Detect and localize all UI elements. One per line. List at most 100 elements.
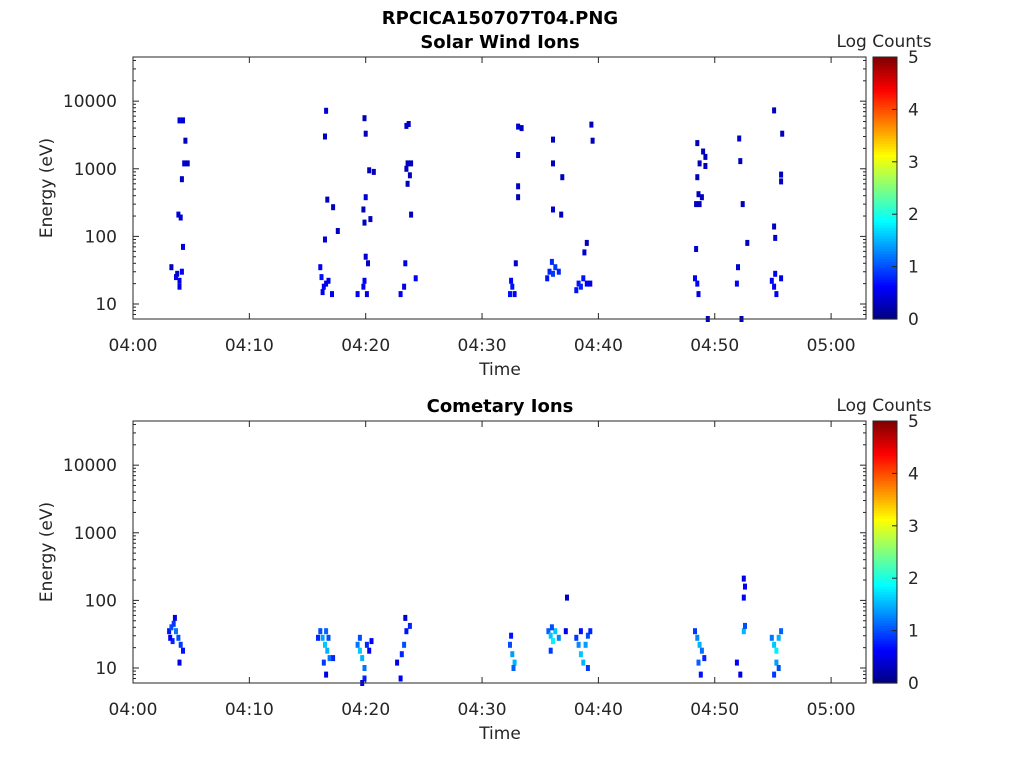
colorbar-segment	[873, 502, 897, 506]
colorbar-tick-label: 1	[908, 258, 919, 278]
heatmap-cell	[578, 283, 583, 290]
heatmap-cell	[740, 201, 745, 208]
heatmap-cell	[516, 123, 521, 130]
heatmap-cell	[357, 647, 362, 654]
heatmap-cell	[326, 634, 331, 641]
colorbar-segment	[873, 449, 897, 454]
colorbar-segment	[873, 638, 897, 642]
colorbar-tick-label: 0	[908, 674, 919, 694]
colorbar-segment	[873, 478, 897, 482]
heatmap-cell	[776, 665, 781, 671]
colorbar-segment	[873, 525, 897, 530]
colorbar-segment	[873, 510, 897, 514]
colorbar-segment	[873, 177, 897, 181]
colorbar-segment	[873, 119, 897, 124]
colorbar-segment	[873, 515, 897, 519]
colorbar-segment	[873, 261, 897, 265]
heatmap-cell	[402, 641, 407, 648]
colorbar-segment	[873, 308, 897, 312]
heatmap-cell	[560, 174, 565, 181]
colorbar-segment	[873, 240, 897, 244]
heatmap-cell	[581, 275, 586, 282]
heatmap-cell	[516, 194, 521, 201]
colorbar-segment	[873, 57, 897, 61]
heatmap-cell	[519, 125, 524, 132]
heatmap-cell	[324, 280, 329, 287]
colorbar-segment	[873, 441, 897, 446]
heatmap-cell	[576, 280, 581, 287]
heatmap-cell	[326, 277, 331, 284]
colorbar-segment	[873, 607, 897, 611]
colorbar-segment	[873, 591, 897, 595]
cometary-colorbar: 0 1 2 3 4 5	[872, 412, 919, 694]
colorbar-segment	[873, 125, 897, 129]
heatmap-cell	[736, 264, 740, 271]
heatmap-cell	[177, 659, 182, 666]
colorbar-segment	[873, 622, 897, 626]
y-tick-label: 10	[95, 295, 117, 315]
colorbar-segment	[873, 586, 897, 590]
heatmap-cell	[330, 291, 334, 298]
colorbar-segment	[873, 313, 897, 317]
colorbar-segment	[873, 578, 897, 582]
colorbar-segment	[873, 654, 897, 658]
colorbar-segment	[873, 148, 897, 152]
colorbar-frame	[872, 56, 898, 320]
heatmap-cell	[185, 160, 190, 167]
heatmap-cell	[369, 638, 374, 645]
heatmap-cell	[545, 275, 550, 282]
heatmap-cell	[360, 655, 365, 662]
colorbar-tick-label: 0	[908, 310, 919, 330]
heatmap-cell	[581, 659, 586, 666]
colorbar-tick-label: 1	[908, 622, 919, 642]
colorbar-segment	[873, 659, 897, 663]
colorbar-segment	[873, 544, 897, 548]
y-tick-label: 10000	[63, 92, 117, 112]
cometary-x-label: Time	[478, 724, 521, 744]
colorbar-segment	[873, 300, 897, 304]
solar-wind-y-label: Energy (eV)	[37, 138, 57, 238]
heatmap-cell	[774, 647, 779, 654]
colorbar-segment	[873, 266, 897, 270]
heatmap-cell	[362, 675, 367, 682]
colorbar-tick-label: 4	[908, 100, 919, 120]
x-tick-label: 04:50	[690, 336, 739, 356]
colorbar-segment	[873, 481, 897, 485]
heatmap-cell	[508, 291, 512, 298]
heatmap-cell	[734, 659, 739, 666]
heatmap-cell	[547, 268, 552, 275]
colorbar-segment	[873, 599, 897, 603]
colorbar-segment	[873, 572, 897, 577]
colorbar-segment	[873, 470, 897, 474]
colorbar-segment	[873, 465, 897, 469]
heatmap-cell	[549, 258, 554, 265]
heatmap-cell	[741, 575, 746, 582]
colorbar-segment	[873, 143, 897, 147]
heatmap-cell	[774, 659, 779, 666]
colorbar-segment	[873, 72, 897, 76]
colorbar-segment	[873, 473, 897, 477]
heatmap-cell	[323, 236, 327, 243]
heatmap-cell	[368, 216, 373, 223]
heatmap-cell	[407, 622, 412, 629]
colorbar-segment	[873, 91, 897, 95]
colorbar-segment	[873, 195, 897, 200]
colorbar-segment	[873, 303, 897, 307]
colorbar-segment	[873, 203, 897, 207]
x-tick-label: 04:30	[458, 700, 507, 720]
colorbar-segment	[873, 557, 897, 561]
colorbar-segment	[873, 151, 897, 155]
colorbar-segment	[873, 83, 897, 87]
colorbar-segment	[873, 499, 897, 503]
heatmap-cell	[403, 260, 408, 267]
colorbar-segment	[873, 512, 897, 516]
heatmap-cell	[324, 628, 329, 635]
colorbar-segment	[873, 284, 897, 289]
heatmap-cell	[363, 253, 368, 260]
colorbar-segment	[873, 431, 897, 435]
colorbar-segment	[873, 434, 897, 438]
colorbar-segment	[873, 245, 897, 249]
heatmap-cell	[695, 174, 700, 181]
colorbar-segment	[873, 496, 897, 501]
heatmap-cell	[702, 655, 707, 662]
